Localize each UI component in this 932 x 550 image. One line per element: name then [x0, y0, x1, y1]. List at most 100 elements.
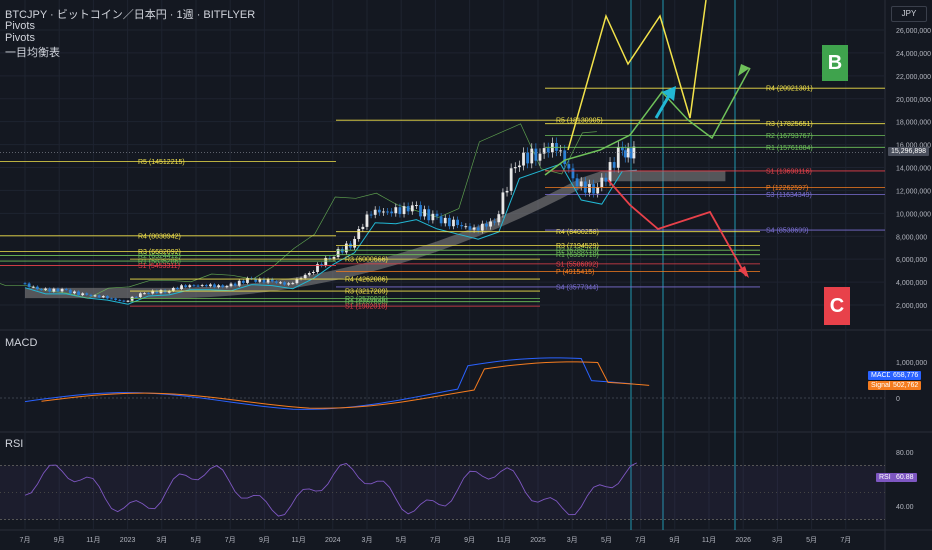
time-tick-label: 5月: [601, 536, 612, 544]
indicator-pivots-1[interactable]: Pivots: [5, 20, 35, 32]
candle-body: [476, 227, 480, 231]
candle-body: [196, 285, 200, 287]
candle-body: [233, 283, 237, 286]
pivot-left-label: R2 (6324412): [138, 253, 181, 260]
candle-body: [217, 285, 221, 288]
pivot-right-label: R2 (16793767): [766, 133, 813, 140]
candle-body: [81, 293, 85, 296]
candle-body: [563, 150, 567, 165]
candle-body: [307, 273, 311, 275]
cyan-arrowhead: [662, 86, 676, 101]
candle-body: [23, 283, 27, 285]
pivot-rightmid-label: R3 (7194529): [556, 243, 599, 250]
time-tick-label: 11月: [86, 536, 100, 544]
candle-body: [588, 184, 591, 193]
pivot-rightmid-label: S1 (5586892): [556, 261, 598, 268]
rsi-band: [0, 465, 885, 520]
time-tick-label: 2023: [120, 537, 136, 544]
candle-body: [262, 278, 266, 283]
candle-body: [48, 288, 52, 292]
candle-body: [266, 279, 270, 283]
currency-button[interactable]: JPY: [891, 6, 927, 22]
macd-tick-label: 0: [896, 396, 900, 403]
candle-body: [180, 285, 183, 289]
price-tick-label: 12,000,000: [896, 188, 931, 195]
pivot-right-label: S3 (11634349): [766, 192, 812, 199]
candle-body: [279, 282, 282, 284]
candle-body: [480, 223, 484, 231]
time-tick-label: 9月: [464, 536, 475, 544]
price-tick-label: 6,000,000: [896, 257, 927, 264]
time-tick-label: 3月: [156, 536, 167, 544]
candle-body: [316, 264, 319, 272]
candle-body: [221, 285, 225, 288]
candle-body: [143, 293, 146, 295]
signal-line: [41, 361, 650, 409]
candle-body: [402, 206, 406, 215]
time-tick-label: 7月: [430, 536, 441, 544]
candle-body: [56, 288, 60, 292]
candle-body: [328, 257, 332, 259]
time-tick-label: 11月: [497, 536, 511, 544]
candle-body: [184, 285, 188, 288]
candle-body: [600, 177, 604, 188]
time-tick-label: 5月: [806, 536, 817, 544]
macd-name-tag: MACD: [868, 371, 895, 380]
price-tick-label: 22,000,000: [896, 74, 931, 81]
candle-body: [118, 299, 122, 301]
candle-body: [456, 219, 459, 226]
candle-body: [357, 229, 361, 239]
candle-body: [626, 148, 630, 158]
time-tick-label: 11月: [291, 536, 305, 544]
ichimoku-cloud: [25, 170, 726, 299]
candle-body: [295, 278, 299, 284]
chart-title: BTCJPY · ビットコイン／日本円 · 1週 · BITFLYER: [5, 9, 256, 21]
time-tick-label: 7月: [635, 536, 646, 544]
scenario-b-path: [544, 67, 751, 176]
candle-body: [522, 152, 525, 166]
candle-body: [229, 283, 233, 287]
candle-body: [114, 298, 118, 300]
candle-body: [274, 281, 278, 283]
candle-body: [513, 167, 517, 169]
indicator-pivots-2[interactable]: Pivots: [5, 32, 35, 44]
pivot-left-label: R3 (6682092): [138, 249, 181, 256]
candle-body: [604, 177, 608, 182]
candle-body: [64, 288, 68, 290]
candle-body: [209, 284, 212, 287]
scenario-yellow-path: [567, 0, 707, 151]
price-tick-label: 10,000,000: [896, 211, 931, 218]
candle-body: [410, 205, 414, 212]
candle-body: [110, 298, 113, 300]
time-tick-label: 9月: [259, 536, 270, 544]
candle-body: [530, 148, 534, 164]
candle-body: [344, 243, 348, 253]
candle-body: [27, 283, 31, 287]
candle-body: [254, 278, 258, 282]
scenario-c-arrowhead: [738, 266, 749, 278]
scenario-b-label: B: [822, 45, 848, 81]
candle-body: [518, 165, 521, 168]
time-tick-label: 5月: [396, 536, 407, 544]
indicator-ichimoku[interactable]: 一目均衡表: [5, 47, 60, 59]
candle-body: [431, 213, 435, 221]
candle-body: [192, 285, 196, 287]
candle-body: [147, 293, 150, 295]
candle-body: [394, 207, 398, 214]
candle-body: [312, 271, 315, 274]
candle-body: [225, 286, 229, 288]
time-tick-label: 11月: [702, 536, 716, 544]
rsi-line: [24, 462, 638, 517]
candle-body: [592, 184, 595, 194]
candle-body: [320, 264, 324, 266]
candle-body: [361, 226, 365, 230]
candle-body: [497, 214, 501, 223]
candle-body: [386, 211, 389, 213]
candle-body: [270, 279, 274, 282]
candle-body: [35, 286, 39, 290]
candle-body: [340, 248, 344, 253]
candle-body: [299, 278, 303, 280]
macd-value-tag: 658,776: [890, 371, 922, 380]
candle-body: [369, 214, 373, 216]
